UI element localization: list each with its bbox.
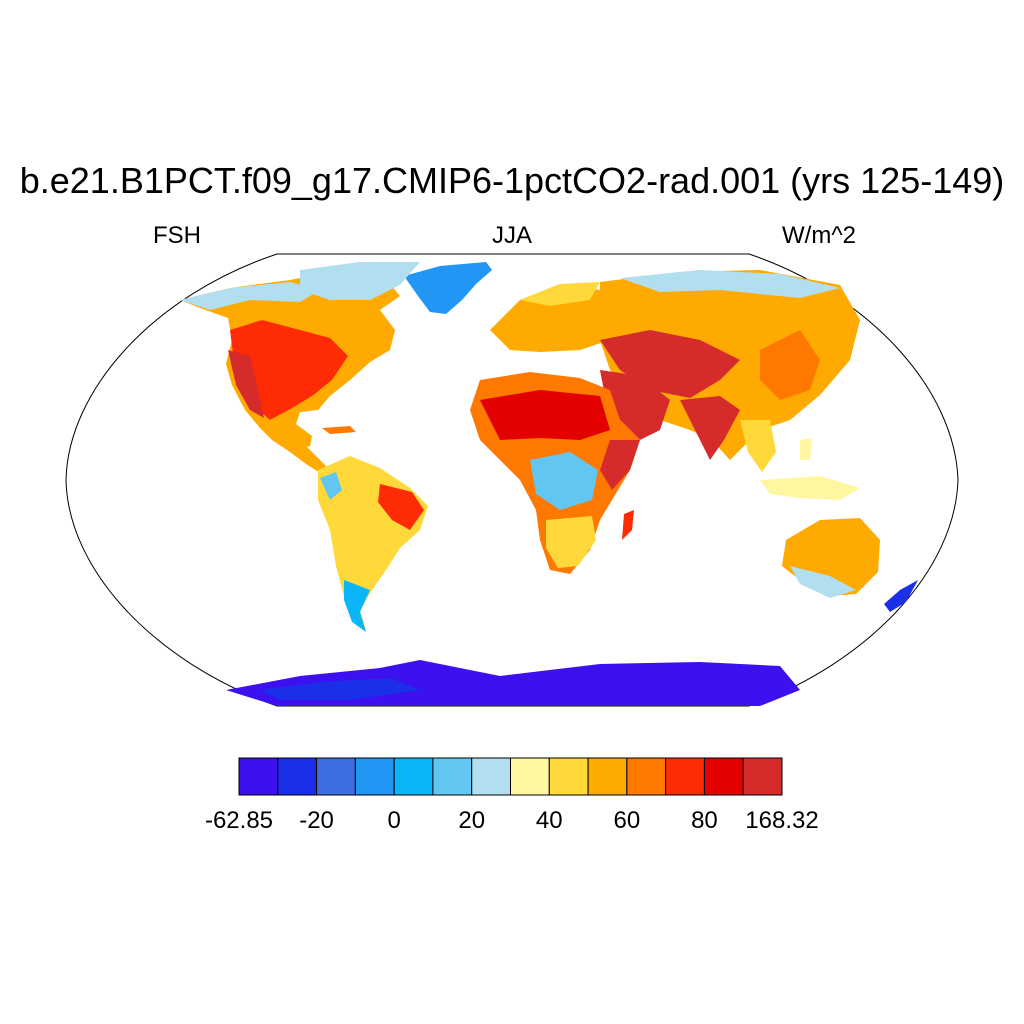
north-america-west bbox=[228, 350, 264, 418]
variable-label: FSH bbox=[153, 222, 201, 249]
madagascar bbox=[622, 510, 634, 540]
central-africa bbox=[530, 452, 598, 510]
season-label: JJA bbox=[491, 222, 532, 249]
colorbar-swatch bbox=[742, 757, 783, 796]
units-label: W/m^2 bbox=[782, 222, 856, 249]
colorbar-swatch bbox=[626, 757, 667, 796]
caribbean bbox=[322, 426, 356, 434]
horn-of-africa bbox=[600, 440, 640, 490]
colorbar-tick-label: 0 bbox=[387, 807, 400, 834]
colorbar-tick-label: -20 bbox=[299, 807, 334, 834]
colorbar-swatch bbox=[277, 757, 318, 796]
colorbar-tick-label: 40 bbox=[536, 807, 563, 834]
india bbox=[680, 396, 740, 460]
north-america-cool bbox=[180, 282, 320, 310]
south-america-andes bbox=[320, 472, 342, 500]
colorbar-swatch bbox=[354, 757, 395, 796]
australia-south bbox=[790, 566, 856, 598]
colorbar-swatch bbox=[703, 757, 744, 796]
southern-africa bbox=[546, 516, 596, 568]
philippines bbox=[800, 438, 812, 460]
central-asia-hot bbox=[600, 330, 740, 398]
europe-north bbox=[520, 282, 600, 306]
colorbar-tick-label: -62.85 bbox=[205, 807, 273, 834]
east-asia bbox=[760, 330, 820, 400]
indochina bbox=[740, 420, 776, 472]
colorbar-swatch bbox=[316, 757, 356, 796]
middle-east bbox=[600, 370, 670, 440]
europe bbox=[490, 284, 620, 352]
colorbar-tick-label: 20 bbox=[458, 807, 485, 834]
indonesia bbox=[760, 476, 860, 500]
north-america-hot bbox=[230, 320, 348, 420]
south-america-south bbox=[344, 580, 370, 632]
colorbar-swatch bbox=[393, 757, 434, 796]
central-america bbox=[290, 446, 330, 474]
greenland bbox=[404, 262, 492, 314]
plot-title: b.e21.B1PCT.f09_g17.CMIP6-1pctCO2-rad.00… bbox=[19, 160, 1005, 201]
colorbar-swatch bbox=[548, 757, 589, 796]
colorbar-tick-label: 80 bbox=[691, 807, 718, 834]
siberia-north bbox=[620, 270, 840, 298]
colorbar-tick-label: 168.32 bbox=[745, 807, 818, 834]
colorbar-swatch bbox=[510, 757, 550, 796]
sahara-hot bbox=[480, 390, 610, 440]
colorbar-swatch bbox=[432, 757, 473, 796]
colorbar-swatch bbox=[471, 757, 512, 796]
colorbar-tick-label: 60 bbox=[614, 807, 641, 834]
canada-north bbox=[300, 262, 420, 300]
colorbar-swatch bbox=[587, 757, 628, 796]
colorbar-swatch bbox=[238, 757, 279, 796]
colorbar-swatch bbox=[665, 757, 705, 796]
antarctica-peninsula bbox=[260, 678, 420, 700]
new-zealand bbox=[884, 580, 918, 612]
south-america-hot bbox=[378, 484, 424, 530]
